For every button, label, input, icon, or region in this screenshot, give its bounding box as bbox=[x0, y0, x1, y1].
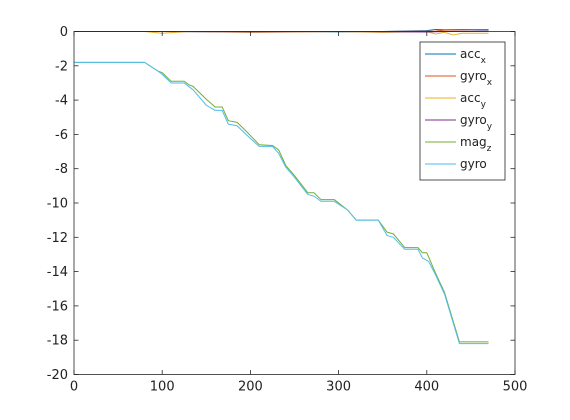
y-tick-label: -6 bbox=[55, 128, 68, 143]
x-tick-label: 200 bbox=[238, 380, 263, 395]
legend-label-1: gyrox bbox=[460, 69, 493, 88]
y-tick-label: -14 bbox=[47, 265, 68, 280]
y-tick-label: -12 bbox=[47, 231, 68, 246]
legend-label-3: gyroy bbox=[460, 113, 493, 132]
x-tick-label: 400 bbox=[414, 380, 439, 395]
legend-label-4: magz bbox=[460, 135, 492, 154]
y-tick-label: 0 bbox=[60, 25, 68, 40]
series-line-5 bbox=[74, 61, 489, 345]
y-tick-label: -10 bbox=[47, 197, 68, 212]
y-tick-label: -4 bbox=[55, 94, 68, 109]
x-tick-label: 0 bbox=[70, 380, 78, 395]
y-tick-label: -20 bbox=[47, 368, 68, 383]
legend-label-0: accx bbox=[460, 47, 487, 66]
y-tick-label: -18 bbox=[47, 334, 68, 349]
x-tick-label: 300 bbox=[326, 380, 351, 395]
x-tick-label: 500 bbox=[503, 380, 528, 395]
y-tick-label: -16 bbox=[47, 299, 68, 314]
series-line-4 bbox=[74, 61, 489, 343]
legend-label-5: gyro bbox=[460, 157, 487, 171]
y-tick-label: -2 bbox=[55, 59, 68, 74]
legend-box bbox=[419, 41, 506, 181]
legend-label-2: accy bbox=[460, 91, 487, 110]
y-tick-label: -8 bbox=[55, 162, 68, 177]
x-tick-label: 100 bbox=[150, 380, 175, 395]
